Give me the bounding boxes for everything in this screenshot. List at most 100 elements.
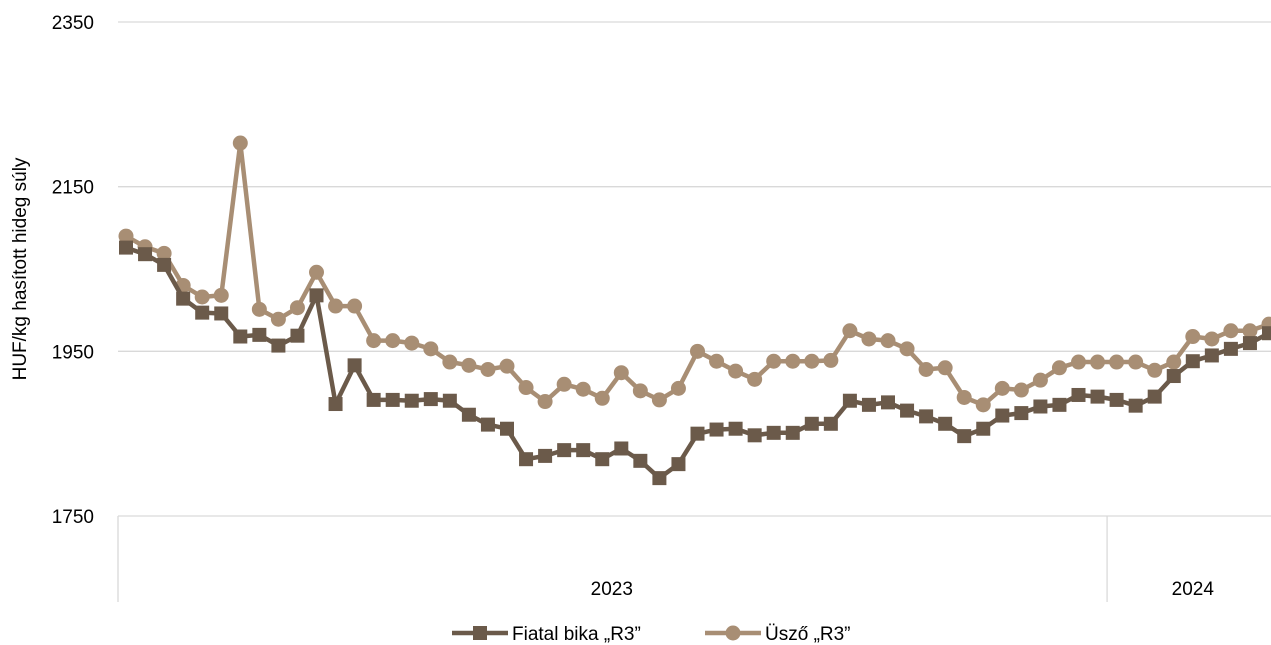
data-point-circle: [366, 333, 382, 349]
data-point-square: [709, 422, 724, 437]
data-point-square: [138, 247, 153, 262]
data-point-square: [119, 240, 133, 255]
data-point-square: [1014, 406, 1029, 421]
data-point-square: [328, 397, 343, 412]
data-point-square: [633, 453, 648, 468]
data-point-circle: [423, 341, 439, 357]
data-point-square: [766, 425, 781, 440]
data-point-circle: [785, 353, 801, 369]
data-point-circle: [270, 311, 286, 327]
data-point-square: [995, 408, 1010, 423]
legend-marker-circle: [725, 625, 741, 641]
data-point-circle: [880, 333, 896, 349]
data-point-square: [1262, 326, 1271, 341]
data-point-circle: [404, 335, 420, 351]
data-point-square: [1204, 348, 1219, 363]
series-uszo: [118, 135, 1271, 413]
data-point-square: [557, 443, 572, 458]
legend-label: Fiatal bika „R3”: [512, 624, 641, 645]
data-point-circle: [575, 381, 591, 397]
data-point-square: [842, 393, 857, 408]
data-point-square: [938, 416, 953, 431]
data-point-square: [1052, 397, 1067, 412]
data-point-square: [1128, 398, 1143, 413]
data-point-circle: [975, 397, 991, 413]
x-group-label-2024: 2024: [1172, 579, 1215, 600]
data-point-square: [1166, 369, 1181, 384]
data-point-square: [538, 448, 553, 463]
gridlines: [118, 21, 1271, 517]
data-point-circle: [1109, 354, 1125, 370]
data-point-circle: [194, 289, 210, 305]
data-point-circle: [1223, 323, 1239, 339]
y-tick-label-1750: 1750: [52, 507, 94, 528]
data-point-circle: [1071, 354, 1086, 370]
data-point-circle: [518, 380, 534, 396]
data-point-circle: [499, 358, 515, 374]
data-point-square: [500, 421, 514, 436]
data-point-square: [423, 392, 438, 407]
data-point-square: [823, 416, 838, 431]
data-point-circle: [1147, 362, 1163, 378]
data-point-circle: [861, 331, 877, 347]
y-tick-label-1950: 1950: [52, 342, 94, 363]
legend-item-uszo: Üsző „R3”: [705, 624, 851, 645]
data-point-circle: [232, 135, 248, 151]
data-point-circle: [328, 298, 344, 314]
data-point-square: [252, 327, 267, 342]
data-point-circle: [385, 333, 401, 349]
data-point-circle: [728, 363, 744, 379]
data-point-circle: [709, 353, 725, 369]
legend-label: Üsző „R3”: [765, 624, 851, 645]
series-fiatal-bika: [119, 240, 1271, 486]
data-point-square: [233, 329, 248, 344]
data-point-square: [976, 421, 991, 436]
data-point-square: [919, 409, 934, 424]
data-point-square: [385, 392, 400, 407]
data-point-square: [366, 392, 381, 407]
legend-item-fiatal-bika: Fiatal bika „R3”: [452, 624, 641, 645]
data-point-circle: [994, 380, 1010, 396]
data-point-square: [309, 288, 324, 303]
data-point-square: [347, 358, 362, 373]
y-axis-title: HUF/kg hasított hideg súly: [10, 157, 31, 380]
data-point-circle: [937, 360, 953, 376]
data-point-square: [1071, 387, 1086, 402]
data-point-square: [195, 305, 210, 320]
data-point-circle: [309, 264, 324, 280]
data-point-circle: [1204, 331, 1220, 347]
data-point-square: [461, 407, 476, 422]
data-point-circle: [442, 354, 458, 370]
data-point-square: [519, 452, 534, 467]
data-point-circle: [804, 353, 820, 369]
data-point-circle: [899, 341, 915, 357]
data-point-square: [1090, 389, 1105, 404]
x-axis: 2023 2024: [117, 516, 1215, 602]
data-point-circle: [1051, 360, 1067, 376]
data-point-circle: [613, 365, 629, 381]
data-point-square: [881, 395, 895, 410]
y-tick-label-2350: 2350: [52, 13, 94, 34]
data-point-circle: [556, 376, 572, 392]
data-point-circle: [842, 323, 858, 339]
data-point-square: [480, 417, 495, 432]
data-point-circle: [347, 298, 363, 314]
data-point-square: [804, 416, 819, 431]
data-point-circle: [823, 352, 839, 368]
y-axis-ticks: 1750 1950 2150 2350: [52, 13, 94, 528]
data-point-square: [690, 426, 705, 441]
x-group-label-2023: 2023: [591, 579, 633, 600]
y-tick-label-2150: 2150: [52, 178, 94, 199]
data-point-square: [957, 429, 972, 444]
data-point-circle: [747, 371, 763, 387]
data-point-circle: [956, 389, 972, 405]
data-point-square: [271, 338, 286, 353]
data-point-circle: [1185, 329, 1201, 345]
data-point-circle: [213, 287, 229, 303]
data-point-square: [576, 443, 591, 458]
data-point-circle: [1032, 372, 1048, 388]
data-point-square: [1223, 341, 1238, 356]
data-point-square: [861, 397, 876, 412]
data-point-circle: [156, 245, 172, 261]
data-point-circle: [1128, 354, 1144, 370]
